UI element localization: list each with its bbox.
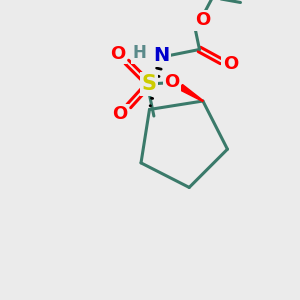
Text: H: H: [133, 44, 146, 62]
Text: S: S: [141, 74, 156, 94]
Text: N: N: [153, 46, 170, 65]
Text: O: O: [223, 56, 238, 74]
Text: O: O: [112, 105, 128, 123]
Polygon shape: [179, 85, 203, 101]
Text: O: O: [110, 45, 125, 63]
Text: O: O: [195, 11, 210, 29]
Text: O: O: [164, 73, 179, 91]
